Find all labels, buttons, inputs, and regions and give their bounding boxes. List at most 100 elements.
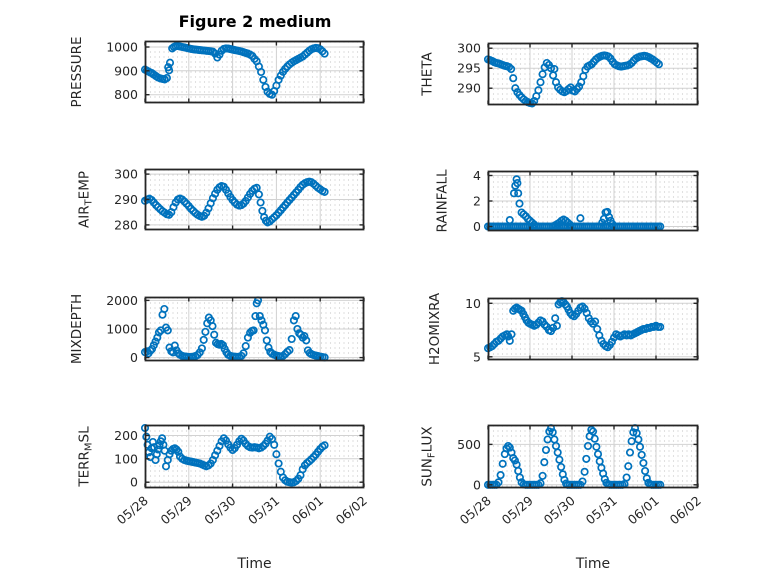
marker bbox=[151, 201, 161, 210]
y-axis-label: AIRTEMP bbox=[77, 171, 95, 228]
marker bbox=[624, 462, 633, 471]
marker bbox=[285, 346, 294, 355]
marker bbox=[496, 471, 505, 480]
marker bbox=[186, 204, 196, 213]
svg-text:800: 800 bbox=[114, 87, 138, 102]
marker bbox=[552, 321, 561, 330]
marker bbox=[634, 435, 643, 444]
marker bbox=[641, 466, 650, 476]
marker bbox=[513, 179, 522, 188]
marker bbox=[256, 198, 265, 207]
marker bbox=[548, 428, 557, 437]
svg-text:0: 0 bbox=[473, 219, 481, 234]
y-tick-labels: 800 900 1000 bbox=[106, 40, 138, 103]
marker bbox=[536, 78, 545, 87]
data-markers bbox=[483, 424, 665, 489]
marker bbox=[590, 434, 599, 443]
marker bbox=[170, 341, 179, 350]
data-markers bbox=[140, 296, 329, 362]
svg-text:2000: 2000 bbox=[106, 293, 138, 308]
marker bbox=[604, 212, 614, 222]
svg-text:05/28: 05/28 bbox=[114, 493, 151, 528]
axes-frame bbox=[144, 40, 365, 104]
marker bbox=[300, 332, 309, 341]
marker bbox=[195, 348, 204, 357]
svg-text:05/28: 05/28 bbox=[457, 493, 494, 528]
svg-text:280: 280 bbox=[114, 217, 138, 232]
marker bbox=[320, 441, 329, 450]
svg-text:1000: 1000 bbox=[106, 40, 138, 55]
svg-text:05/29: 05/29 bbox=[157, 493, 194, 528]
major-grid bbox=[145, 425, 364, 488]
marker bbox=[511, 84, 520, 93]
tick-marks bbox=[487, 172, 699, 230]
marker bbox=[174, 447, 183, 456]
data-markers bbox=[483, 51, 663, 108]
marker bbox=[538, 70, 547, 79]
marker bbox=[239, 349, 248, 358]
marker bbox=[604, 52, 613, 61]
marker bbox=[576, 214, 585, 223]
marker bbox=[163, 326, 172, 335]
tick-marks bbox=[487, 299, 699, 359]
marker bbox=[534, 86, 543, 95]
marker bbox=[656, 322, 665, 331]
subplot-theta: 290 295 300 THETA bbox=[420, 41, 699, 108]
svg-text:05/29: 05/29 bbox=[499, 493, 536, 528]
svg-text:05/31: 05/31 bbox=[583, 493, 620, 528]
axes-frame bbox=[487, 424, 699, 489]
marker bbox=[514, 189, 523, 198]
marker bbox=[642, 474, 651, 483]
y-tick-labels: 0 1000 2000 bbox=[106, 293, 138, 365]
subplot-terr-msl: 0 100 200 TERRMSL 05/28 05/29 05/30 05/31 06/01 0… bbox=[77, 423, 370, 527]
marker bbox=[255, 312, 264, 321]
x-axis-label-right: Time bbox=[575, 556, 611, 572]
marker bbox=[588, 427, 598, 436]
tick-marks bbox=[144, 298, 365, 360]
svg-text:06/02: 06/02 bbox=[333, 493, 370, 528]
svg-text:5: 5 bbox=[473, 349, 481, 364]
svg-text:AIRTEMP: AIRTEMP bbox=[77, 171, 95, 228]
figure-title: Figure 2 medium bbox=[178, 12, 332, 31]
marker bbox=[622, 473, 631, 482]
marker bbox=[302, 336, 311, 345]
marker bbox=[578, 302, 587, 311]
y-axis-label: PRESSURE bbox=[69, 37, 85, 108]
y-tick-labels: 0 100 200 bbox=[114, 428, 138, 490]
x-axis-label-left: Time bbox=[237, 556, 272, 572]
data-markers bbox=[483, 297, 665, 353]
svg-text:290: 290 bbox=[457, 81, 481, 96]
svg-text:0: 0 bbox=[473, 477, 481, 492]
data-markers bbox=[140, 41, 329, 99]
axes-frame bbox=[144, 168, 365, 231]
marker bbox=[542, 58, 551, 68]
marker bbox=[565, 220, 574, 229]
svg-text:THETA: THETA bbox=[420, 52, 436, 97]
svg-text:06/02: 06/02 bbox=[667, 493, 704, 528]
marker bbox=[254, 190, 263, 199]
svg-text:500: 500 bbox=[457, 437, 481, 452]
y-tick-labels: 0 2 4 bbox=[473, 168, 481, 234]
marker bbox=[210, 330, 219, 339]
marker bbox=[262, 336, 271, 345]
marker bbox=[504, 62, 514, 72]
marker bbox=[509, 189, 519, 198]
marker bbox=[555, 455, 564, 464]
svg-text:100: 100 bbox=[114, 451, 138, 466]
subplot-pressure: 800 900 1000 PRESSURE bbox=[69, 37, 365, 107]
data-markers bbox=[140, 423, 329, 487]
svg-text:RAINFALL: RAINFALL bbox=[435, 169, 451, 232]
y-tick-labels: 5 10 bbox=[465, 296, 481, 365]
marker bbox=[291, 312, 300, 321]
svg-text:06/01: 06/01 bbox=[289, 493, 326, 528]
axes-frame bbox=[487, 42, 699, 106]
marker bbox=[593, 450, 603, 459]
marker bbox=[199, 335, 208, 344]
y-axis-label: SUNFLUX bbox=[420, 426, 438, 486]
marker bbox=[320, 49, 329, 58]
marker bbox=[270, 440, 279, 449]
marker bbox=[264, 343, 273, 352]
axes-frame bbox=[144, 296, 365, 362]
svg-text:0: 0 bbox=[130, 475, 138, 490]
marker bbox=[654, 60, 663, 69]
